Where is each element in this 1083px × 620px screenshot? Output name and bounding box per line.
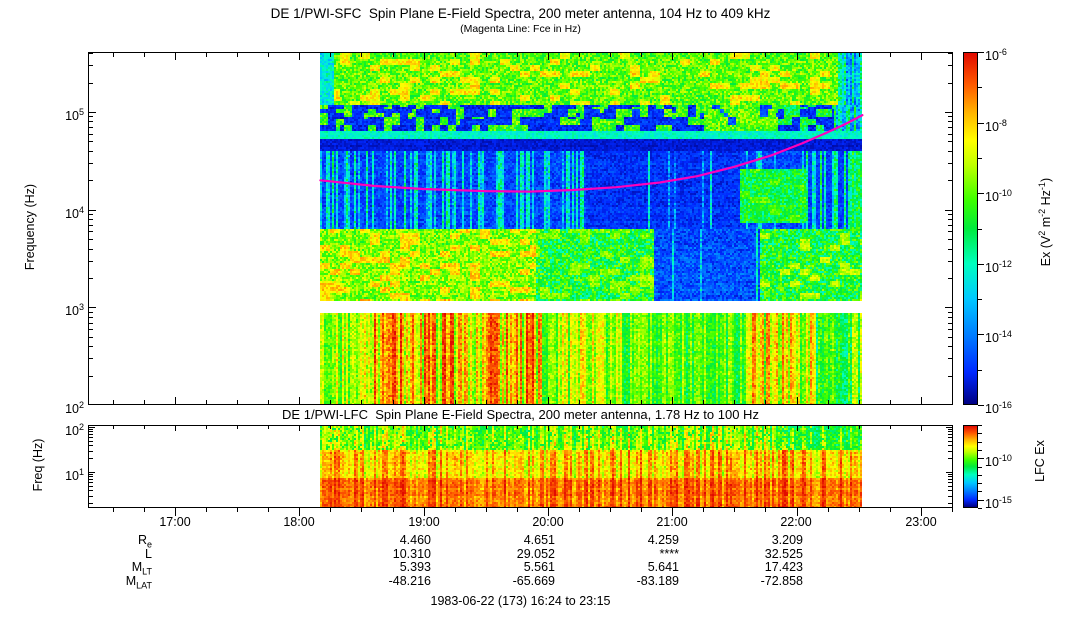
sfc-colorbar-tick-label: 10-14 [985, 329, 1012, 346]
ephemeris-value: -65.669 [512, 574, 555, 588]
ephemeris-value: **** [659, 547, 679, 561]
lfc-colorbar-tick-label: 10-15 [985, 495, 1012, 512]
ephemeris-value: 17.423 [764, 560, 803, 574]
time-axis-label: 18:00 [283, 515, 315, 529]
sfc-colorbar-tick-label: 10-12 [985, 259, 1012, 276]
sfc-colorbar-tick-label: 10-10 [985, 188, 1012, 205]
ephemeris-value: -72.858 [760, 574, 803, 588]
sfc-ytick-1e5: 105 [65, 107, 84, 124]
ephemeris-value: 4.651 [523, 533, 555, 547]
ephemeris-value: 32.525 [764, 547, 803, 561]
ephemeris-value: 5.641 [647, 560, 679, 574]
lfc-ytick-1e2: 102 [65, 422, 84, 439]
ephemeris-row-label-mlat: MLAT [125, 574, 152, 591]
ephemeris-value: 29.052 [516, 547, 555, 561]
sfc-colorbar [963, 52, 978, 405]
ephemeris-value: -48.216 [388, 574, 431, 588]
ephemeris-value: 5.393 [399, 560, 431, 574]
lfc-spectrogram-canvas [320, 426, 862, 507]
ephemeris-value: 3.209 [771, 533, 803, 547]
sfc-ytick-1e4: 104 [65, 205, 84, 222]
lfc-ytick-1e1: 101 [65, 467, 84, 484]
sfc-title: DE 1/PWI-SFC Spin Plane E-Field Spectra,… [270, 6, 771, 21]
ephemeris-value: 4.460 [399, 533, 431, 547]
ephemeris-row-label-l: L [145, 547, 152, 561]
sfc-y-axis-label: Frequency (Hz) [23, 183, 37, 271]
time-axis-label: 21:00 [656, 515, 688, 529]
lfc-colorbar [963, 425, 978, 508]
ephemeris-value: 5.561 [523, 560, 555, 574]
ephemeris-row-label-re: Re [137, 533, 152, 550]
ephemeris-value: 10.310 [392, 547, 431, 561]
sfc-colorbar-axis-label: Ex (V2 m-2 Hz-1) [1036, 177, 1054, 267]
sfc-ytick-1e2: 102 [65, 400, 84, 417]
sfc-subtitle: (Magenta Line: Fce in Hz) [460, 23, 581, 35]
lfc-colorbar-axis-label: LFC Ex [1033, 440, 1047, 482]
sfc-colorbar-tick-label: 10-6 [985, 47, 1007, 64]
date-range-caption: 1983-06-22 (173) 16:24 to 23:15 [430, 594, 611, 608]
lfc-colorbar-tick-label: 10-10 [985, 453, 1012, 470]
time-axis-label: 22:00 [780, 515, 812, 529]
sfc-colorbar-tick-label: 10-16 [985, 400, 1012, 417]
ephemeris-value: -83.189 [636, 574, 679, 588]
time-axis-label: 20:00 [532, 515, 564, 529]
time-axis-label: 17:00 [159, 515, 191, 529]
time-axis-label: 19:00 [408, 515, 440, 529]
time-axis-label: 23:00 [905, 515, 937, 529]
sfc-colorbar-tick-label: 10-8 [985, 118, 1007, 135]
ephemeris-value: 4.259 [647, 533, 679, 547]
sfc-spectrogram-canvas [320, 53, 862, 404]
ephemeris-row-label-mlt: MLT [131, 560, 152, 577]
sfc-ytick-1e3: 103 [65, 302, 84, 319]
lfc-title: DE 1/PWI-LFC Spin Plane E-Field Spectra,… [282, 407, 759, 422]
